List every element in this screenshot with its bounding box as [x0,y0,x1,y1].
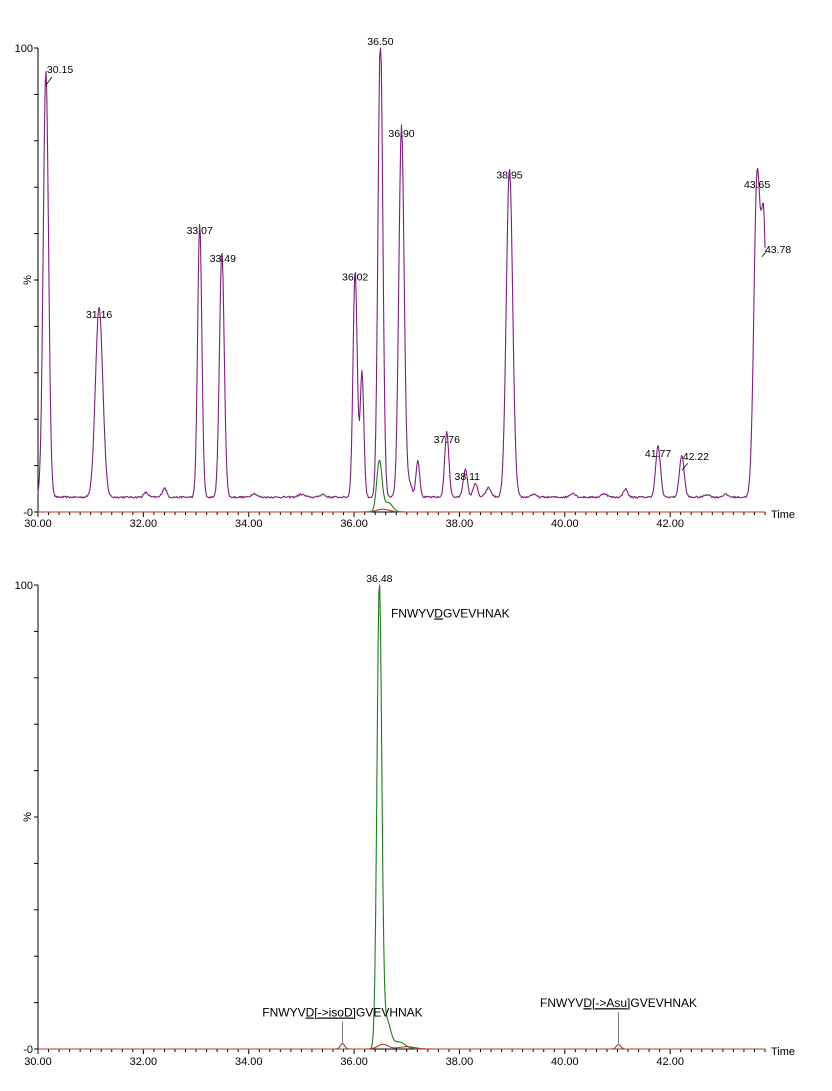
peptide-annotation-modified-residue: D[->Asu] [583,996,630,1010]
peak-label: 42.22 [683,451,709,463]
y-tick-label: 100 [15,43,33,55]
y-tick-label: -0 [23,507,33,519]
x-tick-label: 42.00 [656,518,684,530]
peak-label: 36.90 [388,128,414,140]
peak-label: 33.07 [187,225,213,237]
x-tick-label: 42.00 [656,1056,684,1068]
x-tick-label: 32.00 [130,1056,158,1068]
chart-panel-bottom: -0 100% 30.00 32.00 34.00 36.00 38.00 40.00 42.0… [15,573,795,1068]
x-tick-label: 38.00 [446,518,474,530]
peak-label: 36.02 [342,272,368,284]
peak-label: 38.95 [496,170,522,182]
peak-label-leader [761,250,768,258]
trace-line-2 [38,1042,765,1050]
peak-label-leader [681,462,689,471]
chart-panel-top: -0 100% 30.00 32.00 34.00 36.00 38.00 40.00 42.0… [15,36,795,530]
peptide-annotation-prefix: FNWYV [391,606,434,620]
x-axis-label: Time [771,509,795,521]
peptide-annotation-modified-residue: D[->isoD] [306,1006,356,1020]
peak-label: 38.11 [454,471,480,483]
peptide-annotation-suffix: GVEVHNAK [443,606,510,620]
y-axis-label: % [22,812,34,822]
peptide-annotation: FNWYVDGVEVHNAK [391,606,510,620]
x-tick-label: 30.00 [24,518,52,530]
peak-label: 31.16 [86,309,112,321]
y-tick-label: -0 [23,1044,33,1056]
x-tick-label: 34.00 [235,1056,263,1068]
peak-label: 30.15 [47,64,73,76]
x-tick-label: 40.00 [551,518,579,530]
peak-label: 33.49 [210,253,236,265]
trace-line-1 [37,47,766,499]
y-axis-label: % [22,275,34,285]
x-tick-label: 34.00 [235,518,263,530]
trace-line-3 [38,508,765,513]
peptide-annotation-prefix: FNWYV [540,996,583,1010]
peak-label: 37.76 [434,434,460,446]
x-tick-label: 36.00 [340,1056,368,1068]
peptide-annotation: FNWYVD[->Asu]GVEVHNAK [540,996,697,1010]
x-axis-label: Time [771,1046,795,1058]
peptide-annotation-modified-residue: D [434,606,443,620]
peptide-annotation-prefix: FNWYV [262,1006,305,1020]
x-tick-label: 38.00 [446,1056,474,1068]
peak-label: 36.50 [367,36,393,48]
trace-line-1 [38,584,765,1050]
x-tick-label: 40.00 [551,1056,579,1068]
peptide-annotation: FNWYVD[->isoD]GVEVHNAK [262,1006,422,1020]
x-tick-label: 36.00 [340,518,368,530]
x-tick-label: 30.00 [24,1056,52,1068]
y-tick-label: 100 [15,580,33,592]
peak-label: 43.78 [765,244,791,256]
peptide-annotation-suffix: GVEVHNAK [630,996,697,1010]
peak-label: 43.65 [744,179,770,191]
x-tick-label: 32.00 [130,518,158,530]
peak-label: 36.48 [366,573,392,585]
peptide-annotation-suffix: GVEVHNAK [356,1006,423,1020]
peak-label-leader [45,76,53,86]
peak-label: 41.77 [645,448,671,460]
